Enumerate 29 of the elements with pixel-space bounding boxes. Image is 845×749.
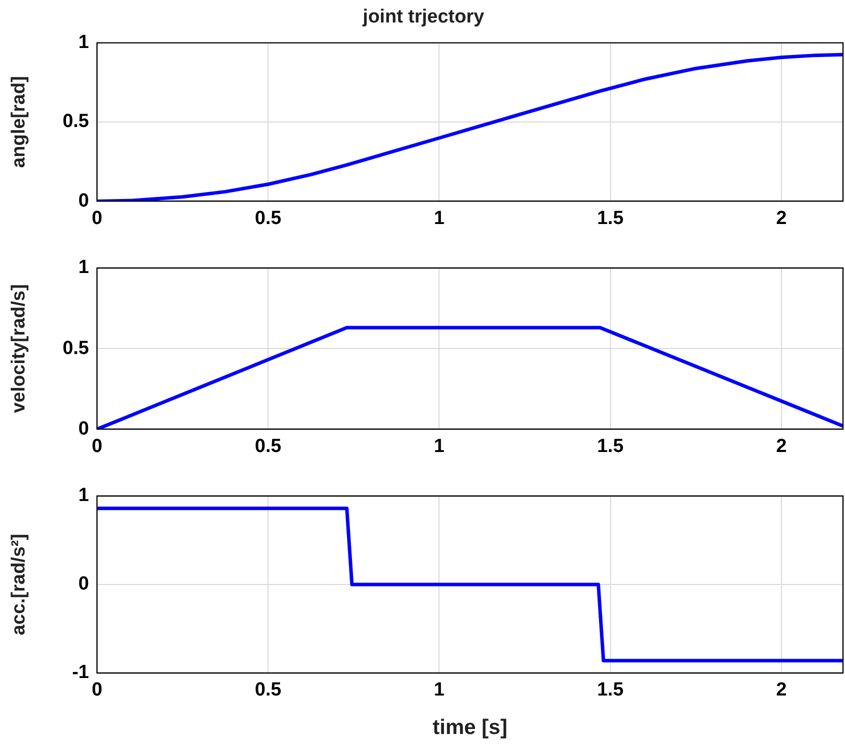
y-tick-label: 0 — [78, 190, 89, 212]
x-tick-label: 0 — [92, 436, 102, 457]
y-axis-title: velocity[rad/s] — [8, 284, 30, 414]
y-tick-label: 0 — [78, 418, 89, 440]
x-tick-label: 0 — [92, 208, 102, 229]
x-tick-label: 1.5 — [597, 208, 624, 229]
x-tick-label: 1 — [434, 436, 445, 457]
x-tick-label: 0.5 — [254, 680, 282, 701]
x-tick-label: 2 — [776, 208, 787, 229]
y-tick-label: 1 — [78, 485, 90, 506]
y-tick-label: 0.5 — [62, 338, 90, 359]
x-tick-label: 1.5 — [597, 680, 624, 701]
y-tick-label: 1 — [78, 32, 90, 54]
y-tick-label: 0 — [78, 574, 89, 595]
y-tick-label: 0.5 — [62, 111, 90, 132]
x-tick-label: 2 — [776, 680, 787, 701]
x-tick-label: 1 — [434, 208, 445, 229]
x-tick-label: 0.5 — [254, 208, 282, 229]
x-tick-label: 1 — [434, 680, 445, 701]
x-tick-label: 0.5 — [254, 436, 282, 457]
y-tick-label: -1 — [72, 662, 90, 684]
y-axis-title: angle[rad] — [8, 76, 30, 168]
chart-title: joint trjectory — [362, 6, 485, 28]
y-axis-title: acc.[rad/s²] — [8, 534, 30, 636]
x-tick-label: 2 — [776, 436, 787, 457]
x-tick-label: 0 — [92, 680, 102, 701]
y-tick-label: 1 — [78, 257, 90, 278]
x-tick-label: 1.5 — [597, 436, 624, 457]
x-axis-title: time [s] — [432, 716, 508, 740]
